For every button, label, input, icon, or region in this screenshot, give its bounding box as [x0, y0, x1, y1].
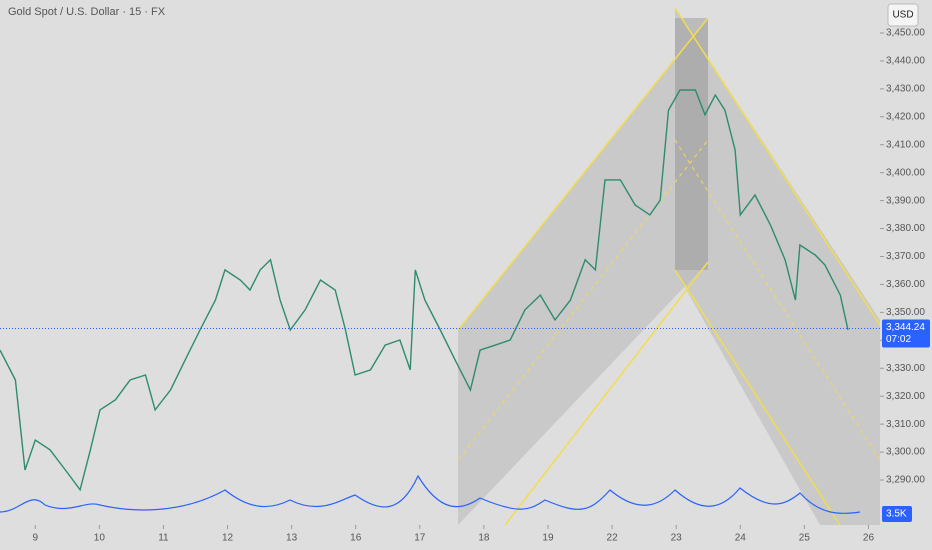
- y-tick-label: 3,310.00: [886, 419, 925, 430]
- ascending-channel: [458, 18, 708, 525]
- y-tick-label: 3,360.00: [886, 279, 925, 290]
- channel-midline: [457, 139, 709, 461]
- x-tick-label: 10: [94, 533, 106, 544]
- channel-line: [457, 17, 709, 331]
- x-tick-label: 22: [607, 533, 619, 544]
- x-tick-label: 23: [671, 533, 683, 544]
- x-tick-label: 18: [478, 533, 490, 544]
- x-tick-label: 25: [799, 533, 811, 544]
- x-tick-label: 16: [350, 533, 362, 544]
- channel-line: [674, 269, 841, 526]
- x-tick-label: 26: [863, 533, 875, 544]
- x-tick-label: 12: [222, 533, 234, 544]
- x-tick-label: 24: [735, 533, 747, 544]
- y-tick-label: 3,420.00: [886, 111, 925, 122]
- countdown: 07:02: [886, 334, 911, 345]
- last-price-label: 3,344.24: [886, 322, 925, 333]
- x-tick-label: 13: [286, 533, 298, 544]
- y-tick-label: 3,430.00: [886, 83, 925, 94]
- x-tick-label: 19: [542, 533, 554, 544]
- overlap-zone: [675, 18, 708, 270]
- y-tick-label: 3,390.00: [886, 195, 925, 206]
- y-tick-label: 3,290.00: [886, 475, 925, 486]
- y-tick-label: 3,410.00: [886, 139, 925, 150]
- currency-box[interactable]: [887, 3, 919, 27]
- y-tick-label: 3,300.00: [886, 447, 925, 458]
- y-tick-label: 3,350.00: [886, 307, 925, 318]
- channel-line: [504, 261, 709, 526]
- y-tick-label: 3,380.00: [886, 223, 925, 234]
- descending-channel: [675, 8, 880, 525]
- x-tick-label: 11: [158, 533, 169, 544]
- y-tick-label: 3,370.00: [886, 251, 925, 262]
- price-line: [0, 89, 849, 492]
- y-tick-label: 3,330.00: [886, 363, 925, 374]
- price-axis: [880, 0, 932, 550]
- y-tick-label: 3,440.00: [886, 56, 925, 67]
- y-tick-label: 3,450.00: [886, 28, 925, 39]
- x-tick-label: 9: [32, 533, 38, 544]
- y-tick-label: 3,320.00: [886, 391, 925, 402]
- currency[interactable]: USD: [892, 10, 913, 21]
- channel-line: [674, 7, 881, 326]
- x-tick-label: 17: [414, 533, 426, 544]
- volume-ma: [0, 474, 861, 514]
- last-price-box: [882, 319, 930, 348]
- chart-title: Gold Spot / U.S. Dollar · 15 · FX: [8, 6, 166, 18]
- time-axis: [0, 525, 932, 550]
- volume-label: 3.5K: [886, 509, 907, 520]
- volume-box: [882, 506, 912, 522]
- y-tick-label: 3,400.00: [886, 167, 925, 178]
